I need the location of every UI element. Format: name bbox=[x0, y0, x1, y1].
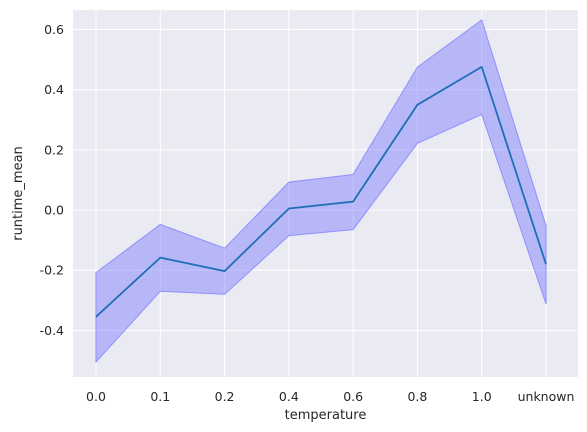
x-tick-label: 1.0 bbox=[472, 389, 492, 404]
y-gridlines bbox=[73, 29, 578, 331]
x-tick-label: 0.2 bbox=[215, 389, 235, 404]
y-axis-label: runtime_mean bbox=[11, 146, 26, 241]
x-tick-label: 0.0 bbox=[86, 389, 106, 404]
series-line bbox=[95, 66, 547, 318]
confidence-band-layer bbox=[95, 19, 547, 364]
series-line-layer bbox=[95, 66, 547, 318]
x-tick-labels: 0.0 0.1 0.2 0.4 0.6 0.8 1.0 unknown bbox=[86, 389, 574, 404]
x-tick-label: 0.4 bbox=[279, 389, 299, 404]
x-tick-label: 0.1 bbox=[150, 389, 170, 404]
y-tick-label: -0.4 bbox=[40, 323, 64, 338]
y-tick-label: 0.2 bbox=[44, 142, 64, 157]
plot-background bbox=[73, 10, 578, 377]
y-tick-label: 0.6 bbox=[44, 22, 64, 37]
x-axis-label: temperature bbox=[285, 408, 367, 423]
y-tick-labels: -0.4 -0.2 0.0 0.2 0.4 0.6 bbox=[40, 22, 64, 338]
x-tick-label: unknown bbox=[518, 389, 575, 404]
y-tick-label: -0.2 bbox=[40, 263, 64, 278]
confidence-band bbox=[95, 19, 547, 364]
x-tick-label: 0.6 bbox=[343, 389, 363, 404]
y-tick-label: 0.0 bbox=[44, 203, 64, 218]
x-tick-label: 0.8 bbox=[407, 389, 427, 404]
y-tick-label: 0.4 bbox=[44, 82, 64, 97]
